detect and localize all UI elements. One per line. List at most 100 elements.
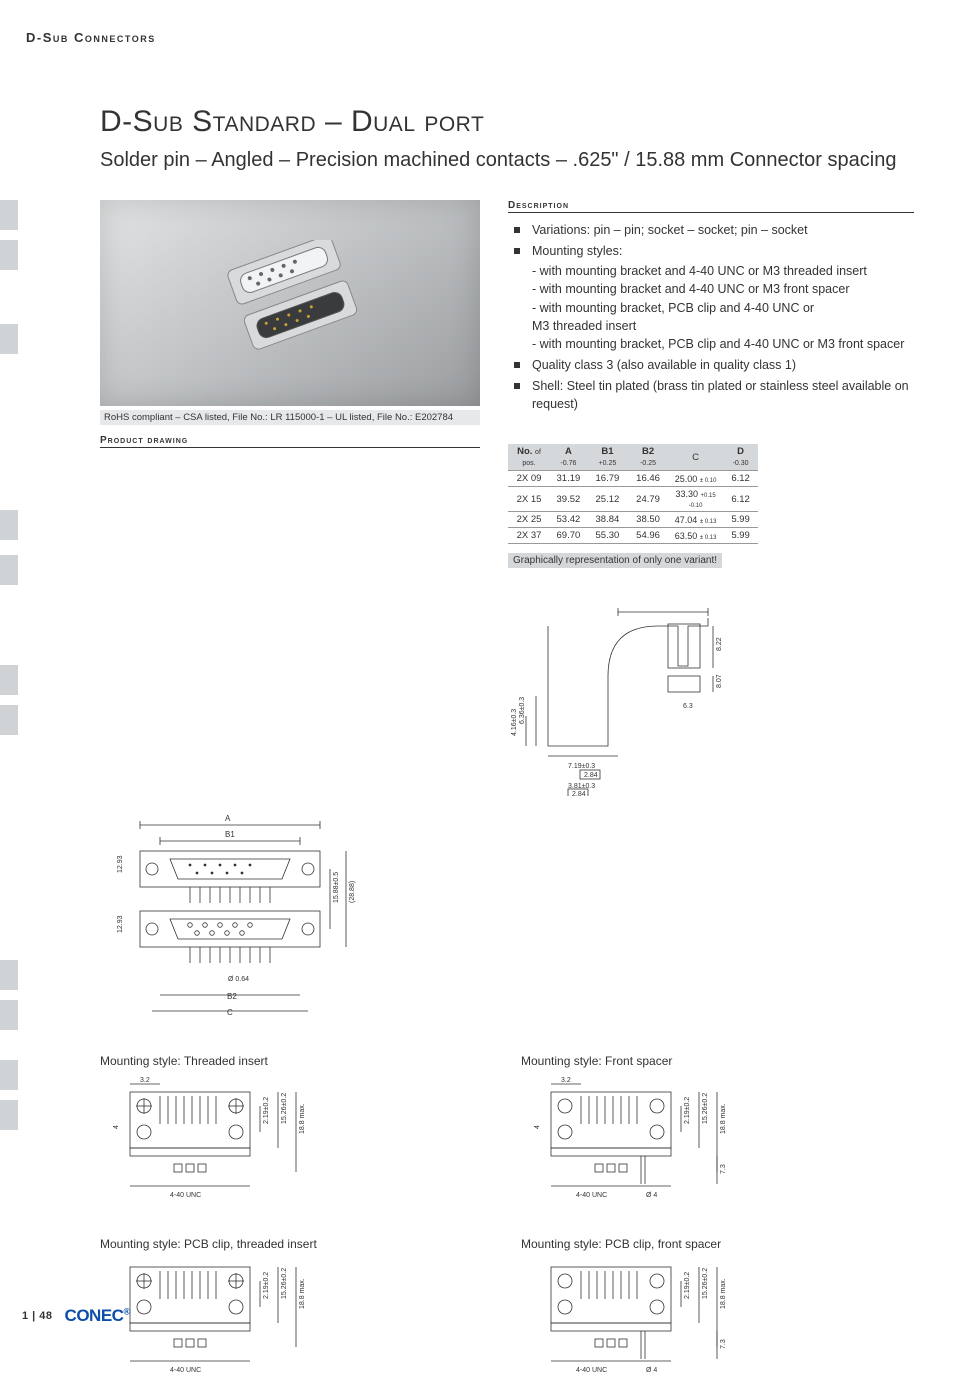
table-cell: 38.50: [628, 512, 668, 528]
svg-text:12.93: 12.93: [117, 916, 124, 934]
table-header: B1 +0.25: [587, 444, 628, 471]
page-title: D-Sub Standard – Dual port: [100, 105, 914, 139]
table-cell: 25.00 ± 0.10: [668, 471, 723, 487]
table-row: 2X 2553.4238.8438.5047.04 ± 0.135.99: [508, 512, 758, 528]
table-cell: 6.12: [723, 471, 758, 487]
svg-text:15.26±0.2: 15.26±0.2: [281, 1268, 288, 1299]
ms3-caption: Mounting style: PCB clip, threaded inser…: [100, 1237, 493, 1251]
table-cell: 5.99: [723, 512, 758, 528]
svg-text:4-40 UNC: 4-40 UNC: [576, 1192, 607, 1199]
table-cell: 2X 15: [508, 487, 550, 512]
table-cell: 2X 09: [508, 471, 550, 487]
svg-text:4-40 UNC: 4-40 UNC: [170, 1192, 201, 1199]
svg-text:2.84: 2.84: [572, 791, 586, 796]
page-footer: 1 | 48 CONEC®: [22, 1306, 130, 1326]
table-cell: 69.70: [550, 528, 587, 544]
description-item: Variations: pin – pin; socket – socket; …: [508, 221, 914, 239]
ms2-caption: Mounting style: Front spacer: [521, 1054, 914, 1068]
svg-text:6.36±0.3: 6.36±0.3: [519, 697, 526, 724]
table-cell: 16.79: [587, 471, 628, 487]
ms2-drawing: 3.2 4-40 UNC Ø 4 4 2.19±0.2 15.26±0.2 18…: [521, 1074, 731, 1214]
table-header: A -0.76: [550, 444, 587, 471]
svg-text:B1: B1: [225, 830, 235, 839]
svg-text:3.2: 3.2: [561, 1077, 571, 1084]
svg-text:7.19±0.3: 7.19±0.3: [568, 763, 595, 770]
table-header: D -0.30: [723, 444, 758, 471]
svg-text:4: 4: [534, 1125, 541, 1129]
mounting-style-3: Mounting style: PCB clip, threaded inser…: [100, 1237, 493, 1392]
table-cell: 39.52: [550, 487, 587, 512]
table-cell: 16.46: [628, 471, 668, 487]
table-header: B2 -0.25: [628, 444, 668, 471]
compliance-text: RoHS compliant – CSA listed, File No.: L…: [100, 410, 480, 425]
description-item: Shell: Steel tin plated (brass tin plate…: [508, 377, 914, 413]
table-row: 2X 3769.7055.3054.9663.50 ± 0.135.99: [508, 528, 758, 544]
front-view-drawing: A B1: [100, 811, 360, 1031]
svg-text:Ø 4: Ø 4: [646, 1192, 657, 1199]
svg-text:Ø 0.64: Ø 0.64: [228, 976, 249, 983]
brand-logo: CONEC®: [65, 1306, 130, 1326]
description-item: Quality class 3 (also available in quali…: [508, 356, 914, 374]
connector-illustration: [220, 240, 370, 360]
dimension-table: No. of pos.A -0.76B1 +0.25B2 -0.25CD -0.…: [508, 444, 758, 544]
svg-text:15.26±0.2: 15.26±0.2: [281, 1093, 288, 1124]
svg-text:6.3: 6.3: [683, 703, 693, 710]
svg-text:2.84: 2.84: [584, 772, 598, 779]
table-header: C: [668, 444, 723, 471]
svg-text:4-40 UNC: 4-40 UNC: [170, 1367, 201, 1374]
table-cell: 5.99: [723, 528, 758, 544]
mounting-style-4: Mounting style: PCB clip, front spacer 4…: [521, 1237, 914, 1392]
drawing-grid: A B1: [100, 811, 914, 1392]
side-view-drawing: 7.19±0.3 2.84 3.81±0.3 2.84 6.36±0.3 4.1…: [508, 596, 728, 796]
front-view-block: A B1: [100, 811, 493, 1036]
svg-text:A: A: [225, 814, 231, 823]
svg-text:18.8 max.: 18.8 max.: [720, 1103, 727, 1134]
table-cell: 38.84: [587, 512, 628, 528]
description-subitem: - with mounting bracket and 4-40 UNC or …: [532, 262, 914, 280]
svg-text:8.07: 8.07: [716, 675, 723, 689]
svg-text:B2: B2: [227, 992, 237, 1001]
description-subitem: - with mounting bracket and 4-40 UNC or …: [532, 280, 914, 298]
svg-text:2.19±0.2: 2.19±0.2: [263, 1097, 270, 1124]
svg-text:Ø 4: Ø 4: [646, 1367, 657, 1374]
svg-text:12.93: 12.93: [117, 856, 124, 874]
table-cell: 63.50 ± 0.13: [668, 528, 723, 544]
variant-note: Graphically representation of only one v…: [508, 553, 722, 568]
svg-text:18.8 max.: 18.8 max.: [299, 1103, 306, 1134]
description-item: Mounting styles:- with mounting bracket …: [508, 242, 914, 353]
mounting-style-1: Mounting style: Threaded insert 3.2 4-40…: [100, 1054, 493, 1219]
svg-text:2.19±0.2: 2.19±0.2: [263, 1272, 270, 1299]
table-cell: 24.79: [628, 487, 668, 512]
svg-text:4-40 UNC: 4-40 UNC: [576, 1367, 607, 1374]
table-cell: 53.42: [550, 512, 587, 528]
table-cell: 55.30: [587, 528, 628, 544]
description-label: Description: [508, 200, 914, 213]
description-subitem: - with mounting bracket, PCB clip and 4-…: [532, 299, 914, 317]
page-content: D-Sub Connectors D-Sub Standard – Dual p…: [0, 0, 954, 1350]
table-header: No. of pos.: [508, 444, 550, 471]
table-row: 2X 0931.1916.7916.4625.00 ± 0.106.12: [508, 471, 758, 487]
page-number: 1 | 48: [22, 1310, 53, 1322]
page-subtitle: Solder pin – Angled – Precision machined…: [100, 149, 914, 172]
table-cell: 54.96: [628, 528, 668, 544]
svg-text:2.19±0.2: 2.19±0.2: [684, 1097, 691, 1124]
description-subitem: M3 threaded insert: [532, 317, 914, 335]
ms3-drawing: 4-40 UNC 2.19±0.2 15.26±0.2 18.8 max.: [100, 1257, 310, 1387]
svg-text:2.19±0.2: 2.19±0.2: [684, 1272, 691, 1299]
product-drawing-label: Product drawing: [100, 435, 480, 448]
description-subitem: - with mounting bracket, PCB clip and 4-…: [532, 335, 914, 353]
description-list: Variations: pin – pin; socket – socket; …: [508, 221, 914, 413]
svg-text:15.26±0.2: 15.26±0.2: [702, 1268, 709, 1299]
svg-text:7.3: 7.3: [720, 1339, 727, 1349]
svg-text:4: 4: [113, 1125, 120, 1129]
svg-text:8.22: 8.22: [716, 638, 723, 652]
svg-text:7.3: 7.3: [720, 1164, 727, 1174]
svg-text:18.8 max.: 18.8 max.: [299, 1278, 306, 1309]
product-photo: [100, 200, 480, 406]
table-row: 2X 1539.5225.1224.7933.30 +0.15 -0.106.1…: [508, 487, 758, 512]
table-cell: 25.12: [587, 487, 628, 512]
svg-text:(28.88): (28.88): [349, 881, 356, 903]
svg-text:15.88±0.5: 15.88±0.5: [333, 872, 340, 903]
ms4-caption: Mounting style: PCB clip, front spacer: [521, 1237, 914, 1251]
ms1-drawing: 3.2 4-40 UNC 4 2.19±0.2 15.26±0.2 18.8 m…: [100, 1074, 310, 1214]
